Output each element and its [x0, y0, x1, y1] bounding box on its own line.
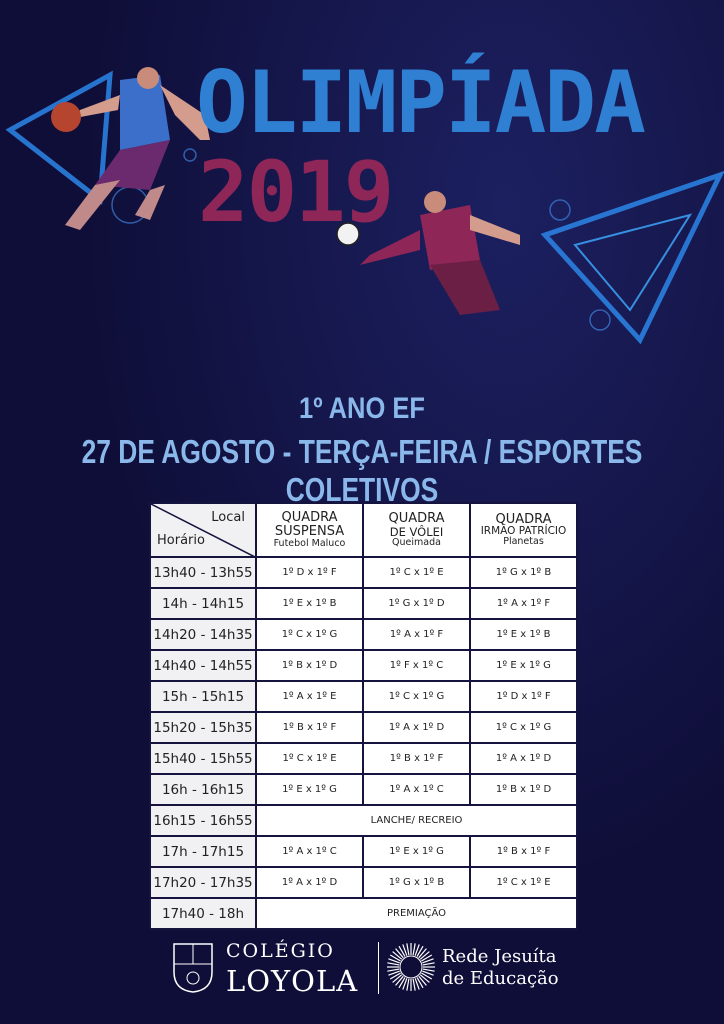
colegio-loyola-crest-icon: [173, 943, 213, 993]
school-name-line1: COLÉGIO: [226, 940, 335, 962]
table-row: 16h15 - 16h55 LANCHE/ RECREIO: [149, 804, 578, 837]
time-cell: 13h40 - 13h55: [149, 556, 257, 589]
match-cell: 1º C x 1º G: [469, 711, 578, 744]
column-header-line2: IRMÃO PATRÍCIO: [480, 525, 567, 538]
time-cell: 16h15 - 16h55: [149, 804, 257, 837]
time-cell: 15h20 - 15h35: [149, 711, 257, 744]
match-cell: 1º A x 1º D: [255, 866, 364, 899]
match-cell: 1º D x 1º F: [469, 680, 578, 713]
time-cell: 15h40 - 15h55: [149, 742, 257, 775]
poster-year: 2019: [198, 143, 394, 241]
table-row: 17h - 17h15 1º A x 1º C 1º E x 1º G 1º B x …: [149, 835, 578, 868]
match-cell: 1º B x 1º F: [255, 711, 364, 744]
basketball-icon: [51, 102, 81, 132]
match-cell: 1º A x 1º C: [255, 835, 364, 868]
column-header-line1: QUADRA: [495, 511, 552, 527]
table-row: 14h40 - 14h55 1º B x 1º D 1º F x 1º C 1º E …: [149, 649, 578, 682]
table-row: 14h - 14h15 1º E x 1º B 1º G x 1º D 1º A x …: [149, 587, 578, 620]
match-cell: 1º A x 1º F: [362, 618, 471, 651]
match-cell: 1º E x 1º G: [469, 649, 578, 682]
match-cell: 1º G x 1º B: [469, 556, 578, 589]
column-header-line1: QUADRA: [281, 510, 338, 526]
schedule-table: Local Horário QUADRA SUSPENSA Futebol Ma…: [149, 502, 578, 930]
match-cell: 1º C x 1º E: [255, 742, 364, 775]
corner-header-cell: Local Horário: [149, 502, 257, 558]
soccer-player-icon: [360, 191, 520, 315]
match-cell: 1º C x 1º G: [362, 680, 471, 713]
sports-illustration: [5, 67, 724, 345]
column-header-sport: Planetas: [503, 536, 544, 548]
table-row: 14h20 - 14h35 1º C x 1º G 1º A x 1º F 1º E …: [149, 618, 578, 651]
diagonal-divider: [151, 504, 257, 558]
match-cell: 1º G x 1º B: [362, 866, 471, 899]
match-cell: 1º B x 1º D: [469, 773, 578, 806]
rede-jesuita-sun-icon: [387, 943, 435, 991]
triangle-right-decoration: [540, 170, 724, 345]
table-row: 17h40 - 18h PREMIAÇÃO: [149, 897, 578, 930]
school-name-line2: LOYOLA: [226, 964, 359, 998]
triangle-left-decoration: [5, 70, 113, 205]
column-header-quadra-irmao-patricio: QUADRA IRMÃO PATRÍCIO Planetas: [469, 502, 578, 558]
table-row: 17h20 - 17h35 1º A x 1º D 1º G x 1º B 1º C …: [149, 866, 578, 899]
footer-logos: COLÉGIO LOYOLA Rede Jesuíta de Educação: [0, 940, 724, 1000]
span-cell: LANCHE/ RECREIO: [255, 804, 578, 837]
local-label: Local: [211, 510, 245, 525]
match-cell: 1º E x 1º B: [255, 587, 364, 620]
match-cell: 1º C x 1º E: [362, 556, 471, 589]
time-cell: 17h20 - 17h35: [149, 866, 257, 899]
table-row: 15h20 - 15h35 1º B x 1º F 1º A x 1º D 1º C …: [149, 711, 578, 744]
table-row: 15h - 15h15 1º A x 1º E 1º C x 1º G 1º D x …: [149, 680, 578, 713]
logo-divider: [378, 942, 379, 994]
table-row: 13h40 - 13h55 1º D x 1º F 1º C x 1º E 1º G …: [149, 556, 578, 589]
time-cell: 17h - 17h15: [149, 835, 257, 868]
table-row: 16h - 16h15 1º E x 1º G 1º A x 1º C 1º B x …: [149, 773, 578, 806]
match-cell: 1º B x 1º F: [469, 835, 578, 868]
soccer-ball-icon: [336, 222, 360, 246]
time-cell: 14h - 14h15: [149, 587, 257, 620]
time-cell: 14h20 - 14h35: [149, 618, 257, 651]
match-cell: 1º A x 1º F: [469, 587, 578, 620]
time-cell: 14h40 - 14h55: [149, 649, 257, 682]
network-name-line1: Rede Jesuíta: [442, 946, 557, 967]
span-cell: PREMIAÇÃO: [255, 897, 578, 930]
column-header-line2: DE VÔLEI: [389, 524, 444, 539]
match-cell: 1º A x 1º D: [362, 711, 471, 744]
column-header-line1: QUADRA: [388, 511, 445, 527]
column-header-quadra-volei: QUADRA DE VÔLEI Queimada: [362, 502, 471, 558]
match-cell: 1º E x 1º G: [362, 835, 471, 868]
time-cell: 17h40 - 18h: [149, 897, 257, 930]
network-name-line2: de Educação: [442, 968, 559, 989]
match-cell: 1º E x 1º G: [255, 773, 364, 806]
match-cell: 1º B x 1º D: [255, 649, 364, 682]
poster-title: OLIMPÍADA: [196, 53, 646, 153]
grade-heading: 1º ANO EF: [299, 392, 425, 425]
time-cell: 15h - 15h15: [149, 680, 257, 713]
match-cell: 1º C x 1º G: [255, 618, 364, 651]
table-row: 15h40 - 15h55 1º C x 1º E 1º B x 1º F 1º A …: [149, 742, 578, 775]
triangle-right-inner-decoration: [573, 213, 693, 312]
match-cell: 1º B x 1º F: [362, 742, 471, 775]
match-cell: 1º E x 1º B: [469, 618, 578, 651]
date-heading: 27 DE AGOSTO - TERÇA-FEIRA / ESPORTES CO…: [81, 433, 643, 508]
match-cell: 1º A x 1º C: [362, 773, 471, 806]
column-header-sport: Queimada: [392, 536, 441, 548]
column-header-sport: Futebol Maluco: [273, 537, 346, 549]
match-cell: 1º A x 1º E: [255, 680, 364, 713]
match-cell: 1º C x 1º E: [469, 866, 578, 899]
time-cell: 16h - 16h15: [149, 773, 257, 806]
horario-label: Horário: [157, 533, 205, 549]
basketball-player-icon: [65, 67, 210, 230]
column-header-line2: SUSPENSA: [274, 524, 345, 540]
column-header-quadra-suspensa: QUADRA SUSPENSA Futebol Maluco: [255, 502, 364, 558]
match-cell: 1º F x 1º C: [362, 649, 471, 682]
match-cell: 1º G x 1º D: [362, 587, 471, 620]
match-cell: 1º A x 1º D: [469, 742, 578, 775]
table-header-row: Local Horário QUADRA SUSPENSA Futebol Ma…: [149, 502, 578, 558]
match-cell: 1º D x 1º F: [255, 556, 364, 589]
